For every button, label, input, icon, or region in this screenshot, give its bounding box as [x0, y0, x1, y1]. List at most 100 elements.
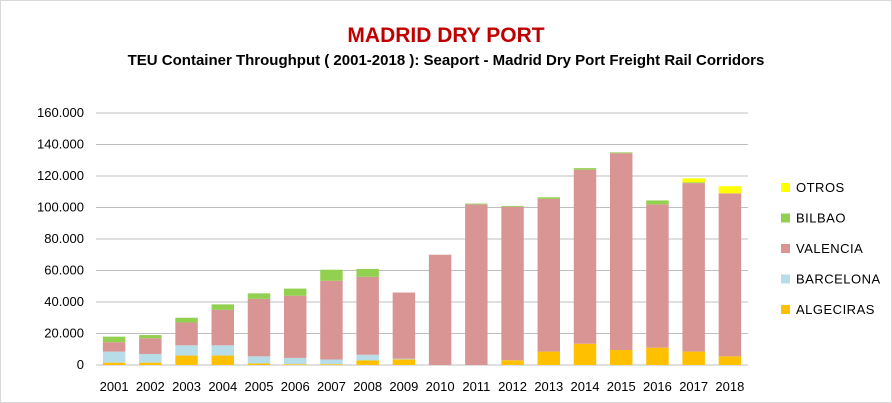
bar-algeciras-2007 [320, 364, 343, 365]
bars [102, 152, 742, 365]
y-tick-label: 60.000 [44, 263, 84, 278]
bar-algeciras-2013 [537, 351, 561, 365]
bar-bilbao-2011 [465, 203, 488, 205]
bar-algeciras-2001 [102, 362, 126, 365]
bar-bilbao-2008 [356, 268, 379, 277]
bar-valencia-2015 [609, 153, 633, 351]
x-tick-label: 2005 [245, 379, 274, 394]
y-tick-label: 120.000 [37, 168, 84, 183]
bar-valencia-2013 [537, 198, 561, 352]
x-tick-label: 2011 [462, 379, 490, 394]
bar-bilbao-2013 [537, 197, 561, 199]
bar-valencia-2007 [320, 280, 343, 360]
bar-barcelona-2004 [211, 345, 235, 356]
legend-label-barcelona: BARCELONA [796, 272, 881, 287]
bar-valencia-2006 [283, 295, 307, 358]
legend-label-otros: OTROS [796, 180, 845, 195]
bar-algeciras-2017 [682, 351, 705, 365]
x-tick-label: 2003 [172, 379, 201, 394]
y-tick-label: 160.000 [37, 105, 84, 120]
bar-algeciras-2014 [573, 343, 597, 365]
bar-barcelona-2003 [175, 345, 198, 356]
bar-bilbao-2015 [609, 152, 633, 154]
bar-valencia-2018 [718, 193, 742, 357]
bar-otros-2018 [718, 186, 742, 194]
x-tick-label: 2010 [426, 379, 455, 394]
x-tick-label: 2012 [498, 379, 527, 394]
legend-swatch-barcelona [781, 274, 790, 284]
bar-algeciras-2006 [283, 364, 307, 365]
x-axis: 2001 2002 2003 2004 2005 2006 2007 2008 2009 2010… [100, 379, 745, 394]
bar-bilbao-2002 [139, 335, 162, 339]
legend-label-bilbao: BILBAO [796, 211, 846, 226]
y-axis: 0 20.000 40.000 60.000 80.000 100.000 120.000 1… [37, 105, 84, 372]
bar-barcelona-2005 [247, 356, 271, 364]
bar-bilbao-2004 [211, 304, 235, 310]
x-tick-label: 2001 [100, 379, 129, 394]
bar-barcelona-2001 [102, 351, 126, 363]
x-tick-label: 2013 [534, 379, 563, 394]
bar-valencia-2002 [139, 338, 162, 354]
bar-otros-2017 [682, 178, 705, 183]
x-tick-label: 2017 [679, 379, 708, 394]
bar-valencia-2011 [465, 204, 488, 365]
bar-algeciras-2012 [501, 360, 524, 365]
x-tick-label: 2016 [643, 379, 672, 394]
legend: OTROS BILBAO VALENCIA BARCELONA ALGECIRAS [781, 180, 881, 317]
bar-valencia-2009 [392, 292, 416, 359]
bar-bilbao-2005 [247, 293, 271, 299]
bar-valencia-2001 [102, 342, 126, 352]
x-tick-label: 2018 [715, 379, 744, 394]
x-tick-label: 2015 [607, 379, 636, 394]
x-tick-label: 2009 [389, 379, 418, 394]
bar-algeciras-2016 [646, 347, 669, 365]
bar-bilbao-2016 [646, 200, 669, 205]
bar-bilbao-2014 [573, 168, 597, 170]
x-tick-label: 2014 [571, 379, 600, 394]
y-tick-label: 0 [77, 357, 84, 372]
legend-swatch-algeciras [781, 305, 790, 314]
bar-bilbao-2003 [175, 317, 198, 323]
bar-algeciras-2018 [718, 356, 742, 365]
x-tick-label: 2006 [281, 379, 310, 394]
legend-swatch-otros [781, 183, 790, 192]
legend-label-algeciras: ALGECIRAS [796, 302, 875, 317]
gridlines [96, 112, 748, 366]
bar-bilbao-2006 [283, 288, 307, 296]
bar-valencia-2014 [573, 169, 597, 344]
bar-bilbao-2012 [501, 205, 524, 207]
bar-bilbao-2007 [320, 269, 343, 281]
bar-valencia-2010 [428, 254, 452, 365]
bar-algeciras-2015 [609, 350, 633, 365]
chart-subtitle: TEU Container Throughput ( 2001-2018 ): … [127, 52, 765, 69]
bar-barcelona-2008 [356, 354, 379, 361]
bar-bilbao-2017 [682, 182, 705, 184]
bar-bilbao-2001 [102, 336, 126, 343]
bar-algeciras-2009 [392, 359, 416, 365]
bar-valencia-2017 [682, 183, 705, 352]
bar-barcelona-2007 [320, 359, 343, 365]
bar-barcelona-2006 [283, 357, 307, 365]
bar-barcelona-2009 [392, 358, 416, 360]
bar-valencia-2003 [175, 322, 198, 346]
x-tick-label: 2002 [136, 379, 165, 394]
bar-algeciras-2004 [211, 355, 235, 365]
chart-title: MADRID DRY PORT [347, 24, 545, 47]
bar-valencia-2008 [356, 276, 379, 355]
y-tick-label: 40.000 [44, 294, 84, 309]
legend-swatch-bilbao [781, 213, 790, 223]
bar-algeciras-2008 [356, 360, 379, 365]
legend-swatch-valencia [781, 244, 790, 253]
bar-valencia-2005 [247, 298, 271, 357]
x-tick-label: 2008 [353, 379, 382, 394]
y-tick-label: 100.000 [37, 200, 84, 215]
y-tick-label: 80.000 [44, 231, 84, 246]
y-tick-label: 140.000 [37, 137, 84, 152]
bar-valencia-2016 [646, 204, 669, 348]
x-tick-label: 2007 [317, 379, 346, 394]
bar-valencia-2012 [501, 206, 524, 361]
x-tick-label: 2004 [208, 379, 237, 394]
bar-barcelona-2002 [139, 353, 162, 363]
bar-valencia-2004 [211, 309, 235, 346]
